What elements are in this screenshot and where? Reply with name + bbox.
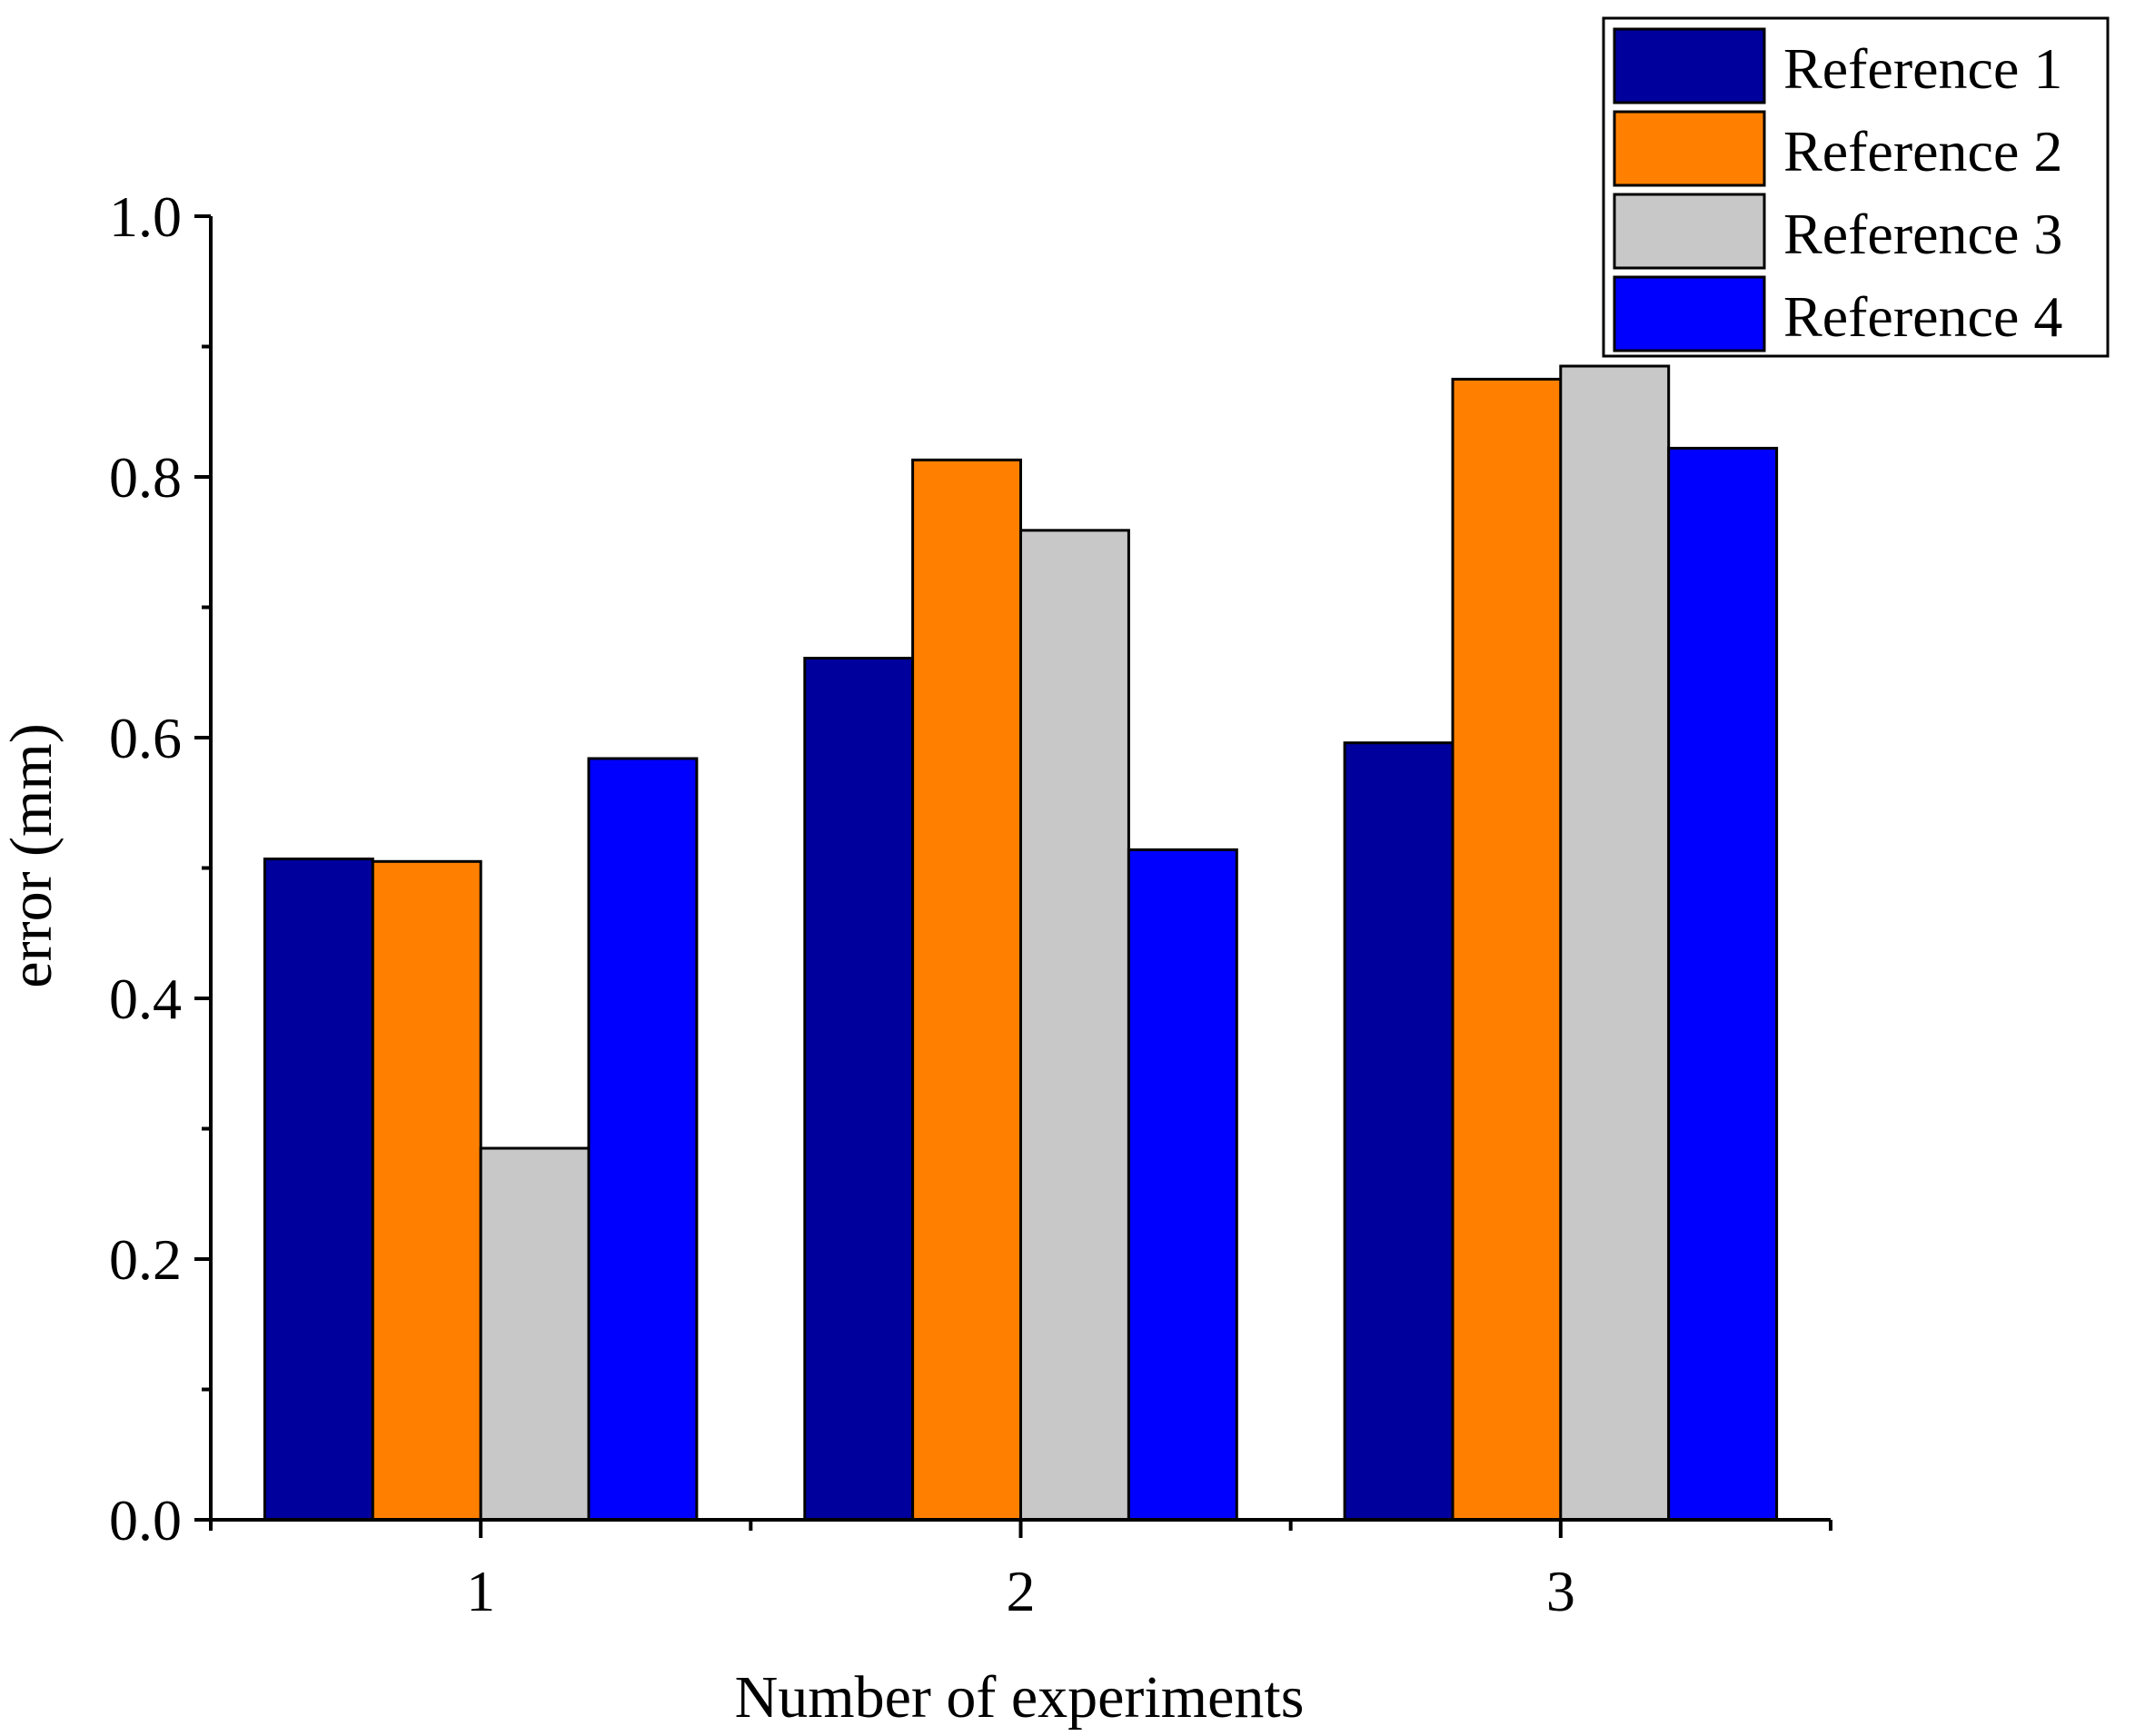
legend-swatch-3 — [1613, 193, 1766, 270]
legend-label-1: Reference 1 — [1783, 36, 2062, 101]
y-tick-label: 0.8 — [109, 445, 182, 510]
x-tick-label: 3 — [1546, 1559, 1575, 1623]
bar-series1-cat1 — [263, 858, 374, 1522]
labels-layer: Number of experiments error (mm) 0.0 0.2 0… — [0, 184, 1575, 1731]
legend-label-2: Reference 2 — [1783, 119, 2062, 184]
bar-series2-cat2 — [911, 458, 1022, 1522]
bars-layer — [263, 364, 1779, 1522]
x-axis-title: Number of experiments — [735, 1664, 1305, 1731]
y-tick-label: 0.2 — [109, 1227, 182, 1292]
bar-series2-cat1 — [371, 859, 482, 1522]
bar-series1-cat2 — [803, 657, 915, 1522]
bar-series3-cat1 — [479, 1146, 591, 1522]
y-tick-label: 0.6 — [109, 706, 182, 770]
y-tick-label: 1.0 — [109, 184, 182, 249]
bar-series4-cat2 — [1127, 848, 1238, 1522]
bar-series4-cat3 — [1667, 446, 1779, 1522]
legend-swatch-2 — [1613, 110, 1766, 187]
x-tick-label: 1 — [466, 1559, 495, 1623]
legend: Reference 1 Reference 2 Reference 3 Referen… — [1602, 16, 2110, 358]
x-tick-label: 2 — [1007, 1559, 1036, 1623]
bar-series1-cat3 — [1343, 741, 1455, 1522]
bar-series3-cat3 — [1559, 364, 1671, 1522]
y-tick-label: 0.0 — [109, 1488, 182, 1552]
legend-label-3: Reference 3 — [1783, 202, 2062, 266]
legend-label-4: Reference 4 — [1783, 284, 2062, 349]
legend-swatch-4 — [1613, 275, 1766, 352]
legend-swatch-1 — [1613, 27, 1766, 104]
bar-series4-cat1 — [587, 757, 699, 1522]
axes-layer — [194, 214, 1832, 1538]
bar-series2-cat3 — [1451, 377, 1563, 1522]
bar-series3-cat2 — [1019, 529, 1130, 1522]
y-tick-label: 0.4 — [109, 967, 182, 1031]
y-axis-title: error (mm) — [0, 723, 65, 987]
